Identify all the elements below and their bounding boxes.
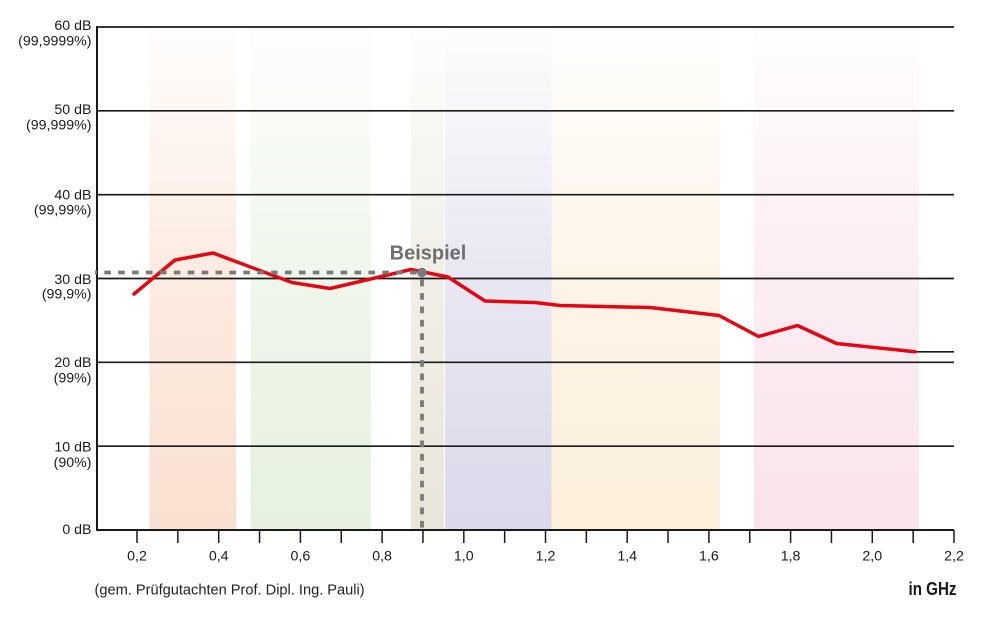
svg-text:0 dB: 0 dB (62, 522, 91, 538)
svg-text:(99,999%): (99,999%) (26, 118, 91, 134)
svg-text:0,4: 0,4 (209, 549, 229, 565)
svg-text:(99,9%): (99,9%) (42, 287, 92, 303)
svg-text:2,2: 2,2 (944, 549, 964, 565)
svg-text:Beispiel: Beispiel (390, 243, 467, 265)
svg-text:in GHz: in GHz (909, 579, 957, 599)
svg-text:20 dB: 20 dB (54, 355, 91, 371)
svg-text:0,6: 0,6 (291, 549, 311, 565)
svg-text:2,0: 2,0 (862, 549, 882, 565)
svg-text:0,8: 0,8 (372, 549, 392, 565)
svg-text:1,0: 1,0 (454, 549, 474, 565)
svg-text:(99,9999%): (99,9999%) (18, 34, 91, 50)
svg-text:(90%): (90%) (54, 455, 92, 471)
svg-text:50 dB: 50 dB (54, 102, 91, 118)
svg-text:0,2: 0,2 (127, 549, 147, 565)
svg-text:40 dB: 40 dB (54, 188, 91, 204)
svg-text:1,6: 1,6 (699, 549, 719, 565)
svg-text:10 dB: 10 dB (54, 440, 91, 456)
svg-text:1,4: 1,4 (617, 549, 637, 565)
svg-text:(99,99%): (99,99%) (34, 202, 92, 218)
svg-text:1,2: 1,2 (536, 549, 556, 565)
svg-text:1,8: 1,8 (781, 549, 801, 565)
svg-text:(gem. Prüfgutachten Prof. Dipl: (gem. Prüfgutachten Prof. Dipl. Ing. Pau… (95, 583, 365, 599)
svg-text:(99%): (99%) (54, 370, 92, 386)
svg-text:30 dB: 30 dB (54, 272, 91, 288)
svg-text:60 dB: 60 dB (54, 18, 91, 34)
